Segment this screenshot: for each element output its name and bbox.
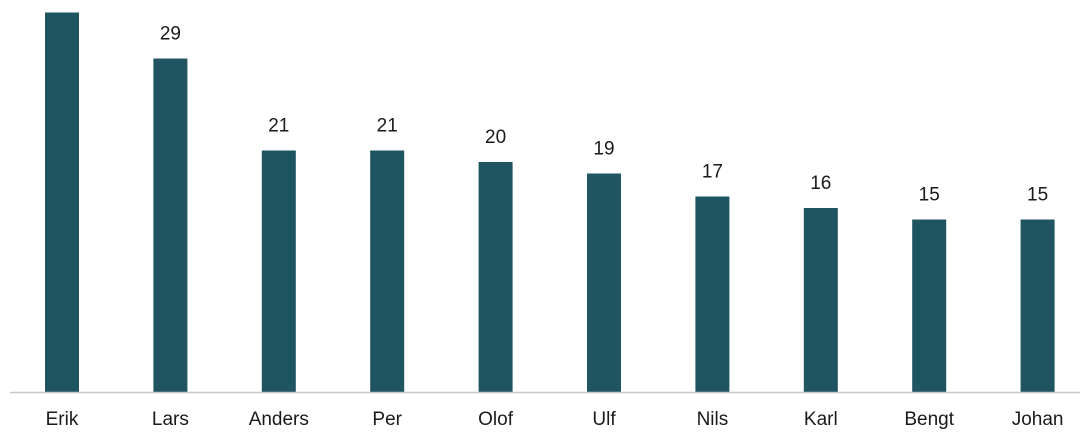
bar [45,12,79,392]
bar [803,208,838,392]
bar [695,196,730,392]
x-tick-label: Johan [1012,409,1064,430]
x-tick-label: Ulf [592,409,616,430]
x-tick-label: Anders [249,409,309,430]
x-tick-label: Karl [804,409,838,430]
data-label: 16 [810,173,831,194]
bar [153,58,188,392]
data-label: 29 [160,24,181,45]
x-tick-label: Per [372,409,402,430]
data-label: 19 [593,139,614,160]
bar [478,162,513,392]
data-label: 20 [485,127,506,148]
bar [1020,219,1055,392]
x-tick-label: Nils [697,409,729,430]
bar [261,150,296,392]
data-label: 21 [268,116,289,137]
bar [912,219,947,392]
data-label: 15 [919,185,940,206]
bar [370,150,405,392]
data-label: 21 [377,116,398,137]
data-label: 15 [1027,185,1048,206]
bar [587,173,621,392]
x-tick-label: Erik [46,409,79,430]
x-tick-label: Olof [478,409,514,430]
x-tick-label: Lars [152,409,189,430]
x-tick-label: Bengt [904,409,954,430]
data-label: 17 [702,162,723,183]
